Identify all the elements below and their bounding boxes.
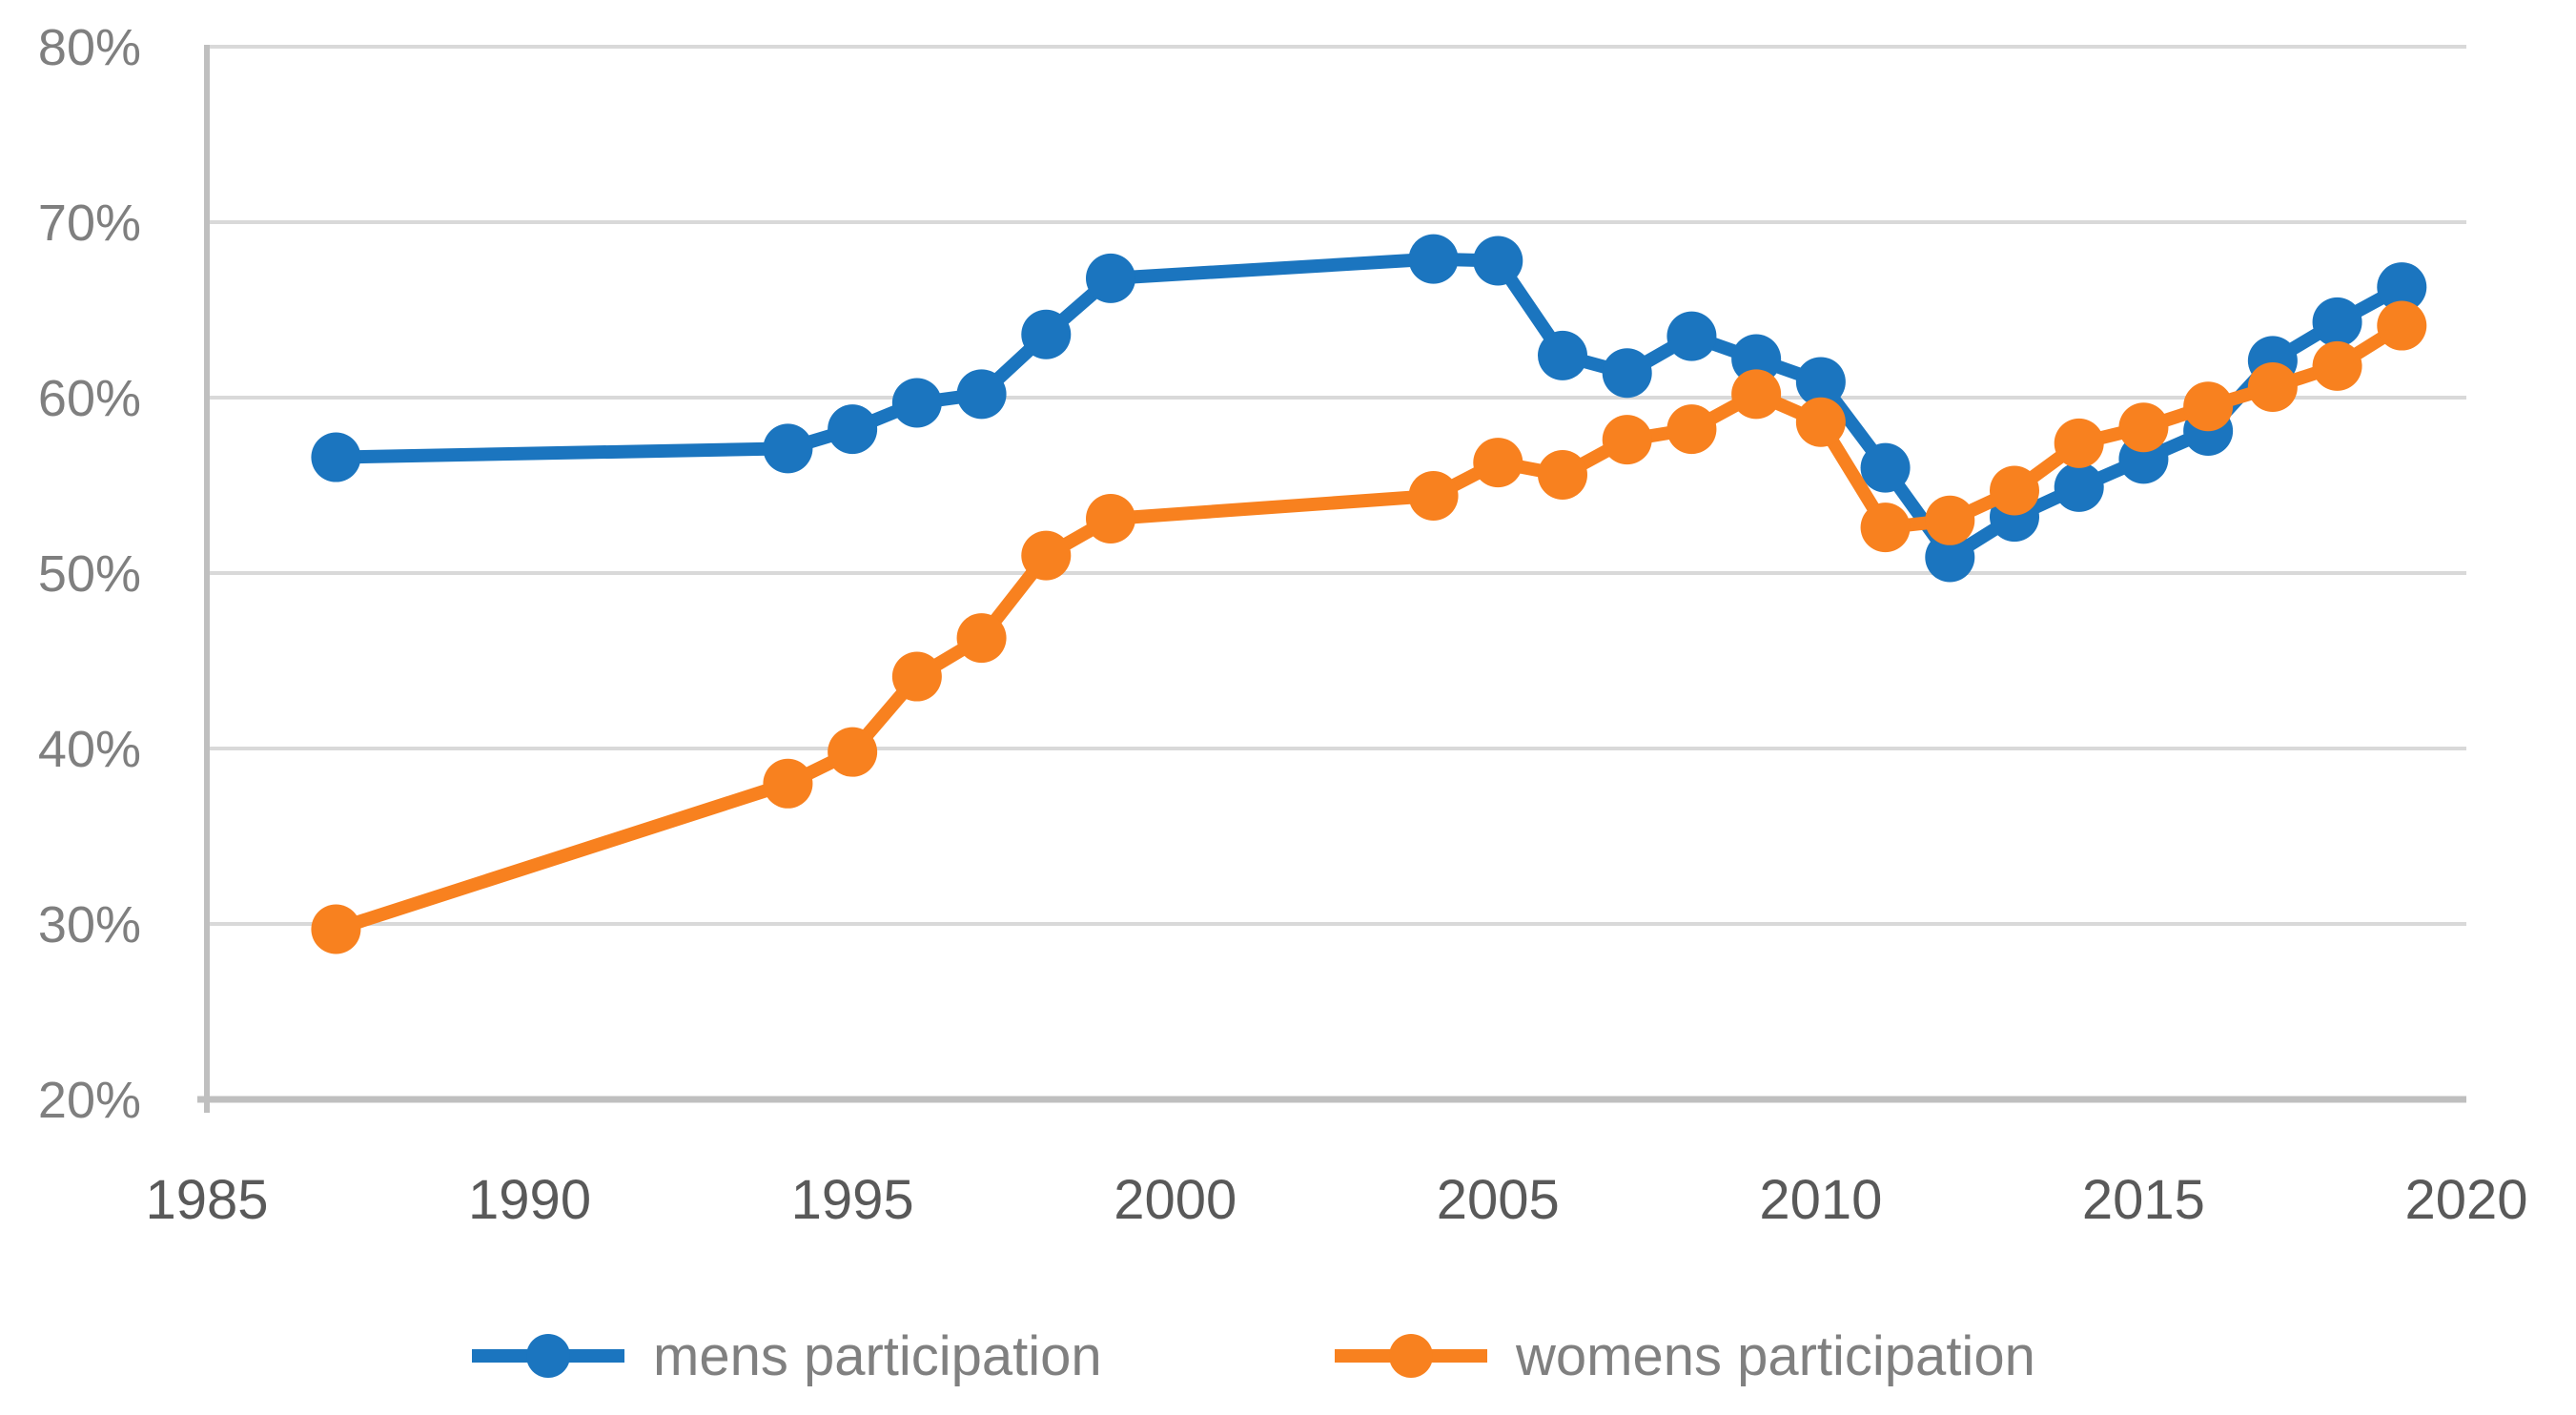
y-axis-label-40: 40% xyxy=(38,721,141,778)
womens-point-2014 xyxy=(2054,418,2104,468)
womens-point-2013 xyxy=(1990,465,2039,516)
axes-group xyxy=(197,45,2466,1113)
mens-point-2012 xyxy=(1925,532,1975,583)
mens-legend-label: mens participation xyxy=(653,1325,1102,1387)
mens-point-2006 xyxy=(1538,330,1587,380)
womens-point-2007 xyxy=(1602,415,1652,465)
mens-point-2005 xyxy=(1473,236,1523,286)
womens-point-2005 xyxy=(1473,438,1523,488)
womens-point-2019 xyxy=(2377,300,2427,351)
womens-line xyxy=(329,318,2409,936)
womens-point-2010 xyxy=(1795,397,1846,447)
x-axis-label-1995: 1995 xyxy=(791,1169,914,1231)
y-axis-label-80: 80% xyxy=(38,19,141,76)
y-axis-label-50: 50% xyxy=(38,545,141,603)
mens-point-1987 xyxy=(311,432,361,482)
womens-point-2011 xyxy=(1860,502,1911,553)
mens-point-1997 xyxy=(956,369,1007,420)
womens-point-1996 xyxy=(891,651,942,702)
womens-point-2018 xyxy=(2312,340,2362,391)
womens-legend-marker-dot xyxy=(1389,1334,1433,1378)
gridlines-group xyxy=(207,45,2466,926)
womens-legend-label: womens participation xyxy=(1515,1325,2035,1387)
legend-item-mens: mens participation xyxy=(472,1325,1102,1387)
mens-point-1996 xyxy=(891,378,942,428)
y-axis-label-70: 70% xyxy=(38,195,141,252)
x-axis-label-2005: 2005 xyxy=(1437,1169,1560,1231)
womens-point-1987 xyxy=(311,904,361,954)
womens-point-2012 xyxy=(1925,495,1975,545)
womens-point-1994 xyxy=(763,758,813,809)
mens-point-1999 xyxy=(1086,253,1135,303)
mens-point-2004 xyxy=(1408,234,1459,284)
mens-legend-marker-dot xyxy=(526,1334,570,1378)
womens-point-2009 xyxy=(1731,369,1782,420)
mens-series xyxy=(311,234,2427,583)
mens-line xyxy=(329,252,2409,564)
womens-point-1995 xyxy=(828,727,878,777)
mens-point-1994 xyxy=(763,423,813,474)
y-axis-labels: 80% 70% 60% 50% 40% 30% 20% xyxy=(38,19,141,1129)
legend-item-womens: womens participation xyxy=(1335,1325,2035,1387)
x-axis-label-2015: 2015 xyxy=(2082,1169,2205,1231)
womens-point-1999 xyxy=(1086,493,1135,543)
womens-point-1997 xyxy=(956,613,1007,664)
legend: mens participation womens participation xyxy=(472,1325,2035,1387)
y-axis-label-30: 30% xyxy=(38,896,141,954)
womens-point-2016 xyxy=(2183,381,2234,432)
mens-point-2018 xyxy=(2312,297,2362,347)
mens-point-1995 xyxy=(828,404,878,455)
x-axis-labels: 1985 1990 1995 2000 2005 2010 2015 2020 xyxy=(145,1169,2527,1231)
mens-point-1998 xyxy=(1021,309,1072,359)
womens-point-1998 xyxy=(1021,530,1072,581)
mens-point-2009 xyxy=(1731,334,1782,384)
x-axis-label-1985: 1985 xyxy=(145,1169,268,1231)
mens-point-2011 xyxy=(1860,442,1911,493)
womens-point-2015 xyxy=(2118,402,2169,453)
mens-point-2008 xyxy=(1666,311,1717,361)
womens-series xyxy=(311,300,2427,954)
womens-point-2017 xyxy=(2247,361,2298,412)
mens-point-2010 xyxy=(1795,357,1846,407)
womens-point-2008 xyxy=(1666,404,1717,455)
x-axis-label-2000: 2000 xyxy=(1114,1169,1237,1231)
mens-point-2007 xyxy=(1602,348,1652,399)
y-axis-label-60: 60% xyxy=(38,370,141,427)
x-axis-label-2010: 2010 xyxy=(1759,1169,1882,1231)
y-axis-label-20: 20% xyxy=(38,1072,141,1129)
womens-point-2006 xyxy=(1538,449,1587,500)
x-axis-label-1990: 1990 xyxy=(468,1169,591,1231)
mens-point-2014 xyxy=(2054,461,2104,512)
x-axis-label-2020: 2020 xyxy=(2404,1169,2527,1231)
womens-point-2004 xyxy=(1408,471,1459,522)
mens-point-2019 xyxy=(2377,262,2427,313)
